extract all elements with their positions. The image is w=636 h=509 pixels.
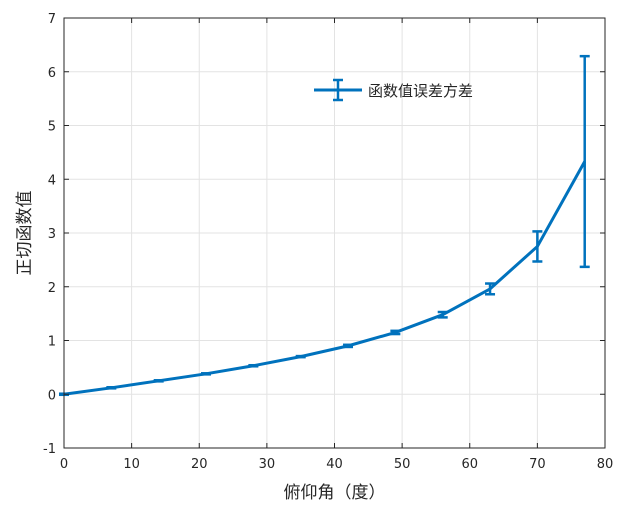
y-axis-label: 正切函数值: [15, 191, 35, 276]
ticks: 0 10 20 30 40 50 60 70 80 -1 0 1 2 3 4 5 6 7: [43, 12, 613, 472]
error-bar: [485, 282, 496, 296]
x-tick-label: 0: [60, 457, 68, 472]
x-tick-label: 50: [394, 457, 411, 472]
error-bar: [579, 54, 590, 269]
x-tick-label: 80: [597, 457, 614, 472]
x-tick-label: 30: [259, 457, 276, 472]
legend-label: 函数值误差方差: [368, 82, 473, 100]
error-bar: [153, 379, 164, 383]
y-tick-label: 7: [48, 12, 56, 27]
series-line: [63, 160, 587, 396]
error-bar: [437, 310, 448, 319]
x-tick-label: 60: [461, 457, 478, 472]
error-bar: [201, 372, 212, 376]
y-tick-label: 6: [48, 66, 56, 81]
y-tick-label: 2: [48, 281, 56, 296]
error-bar: [390, 329, 401, 336]
x-tick-label: 70: [529, 457, 546, 472]
error-bar: [343, 343, 354, 349]
y-tick-label: 1: [48, 335, 56, 350]
y-tick-label: 5: [48, 120, 56, 135]
error-bar: [248, 363, 259, 368]
error-bar: [532, 230, 543, 263]
x-tick-label: 40: [326, 457, 343, 472]
x-tick-label: 10: [123, 457, 140, 472]
x-axis-label: 俯仰角（度）: [284, 483, 386, 503]
x-tick-label: 20: [191, 457, 208, 472]
y-tick-label: 0: [48, 388, 56, 403]
y-tick-label: -1: [43, 442, 56, 457]
legend: 函数值误差方差: [314, 78, 473, 102]
error-bar: [295, 354, 306, 359]
error-bar: [106, 386, 117, 390]
y-tick-label: 4: [48, 173, 56, 188]
y-tick-label: 3: [48, 227, 56, 242]
